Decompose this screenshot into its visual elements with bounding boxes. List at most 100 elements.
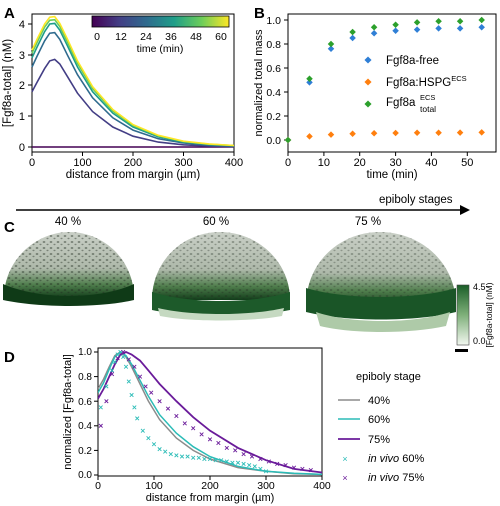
panel-b-ylabel: normalized total mass xyxy=(253,29,265,136)
d-point-iv60 xyxy=(112,359,117,364)
colorbar-gradient xyxy=(91,15,230,28)
d-point-iv60 xyxy=(109,368,115,373)
d-point-iv75 xyxy=(216,440,221,446)
d-point-iv60 xyxy=(185,454,190,459)
legend-d-label-60: 60% xyxy=(368,414,390,426)
legend-d-marker-iv75: × xyxy=(342,473,347,483)
b-point-total xyxy=(392,21,399,29)
d-ytick-label: 0.0 xyxy=(78,470,92,481)
b-point-total xyxy=(478,16,485,24)
embryo-60-image xyxy=(152,232,290,321)
d-point-iv75 xyxy=(182,421,187,426)
d-point-iv75 xyxy=(258,456,263,462)
b-xtick-label: 40 xyxy=(425,157,437,169)
d-point-iv60 xyxy=(174,453,179,458)
d-point-iv75 xyxy=(207,437,213,442)
d-point-iv60 xyxy=(126,379,131,384)
d-point-iv75 xyxy=(126,357,131,362)
d-point-iv75 xyxy=(308,467,313,473)
b-point-free xyxy=(413,26,421,33)
b-point-free xyxy=(306,79,313,86)
b-point-total xyxy=(413,19,421,26)
d-point-iv60 xyxy=(121,354,126,360)
legend-d-iv60-em: in vivo xyxy=(368,453,399,465)
legend-marker-hspg xyxy=(364,78,372,86)
a-series-line-t12 xyxy=(31,58,234,148)
legend-label-free: Fgf8a-free xyxy=(386,55,439,67)
d-point-iv60 xyxy=(98,405,103,410)
colorbar-c-label: [Fgf8a-total] (nM) xyxy=(484,282,494,347)
d-point-iv60 xyxy=(219,458,224,463)
d-point-iv75 xyxy=(132,364,137,369)
d-point-iv60 xyxy=(151,442,157,447)
a-ytick-label: 2 xyxy=(19,80,25,92)
d-point-iv75 xyxy=(157,399,162,404)
legend-d-label-iv75: in vivo 75% xyxy=(368,472,424,484)
panel-a-ylabel: [Fgf8a-total] (nM) xyxy=(2,39,14,127)
b-point-free xyxy=(327,45,335,53)
d-point-iv60 xyxy=(196,455,201,460)
d-point-iv75 xyxy=(115,356,120,361)
d-point-iv75 xyxy=(275,461,280,467)
b-point-hspg xyxy=(392,129,399,137)
legend-d-iv60-rest: 60% xyxy=(399,453,424,465)
a-xtick-label: 0 xyxy=(29,157,35,169)
b-point-hspg xyxy=(435,129,442,136)
b-ytick-label: 0.6 xyxy=(266,63,281,75)
b-xtick-label: 30 xyxy=(389,157,401,169)
a-ytick-label: 4 xyxy=(19,19,25,31)
panel-d-y-ticks: 0.0 0.2 0.4 0.6 0.8 1.0 xyxy=(78,347,98,481)
panel-d-x-ticks: 0 100 200 300 400 xyxy=(95,476,331,492)
stage-label-40: 40 % xyxy=(55,216,81,228)
a-series-line-t24 xyxy=(31,31,234,147)
panel-b-x-ticks: 0 10 20 30 40 50 xyxy=(285,152,473,169)
legend-label-total-sup: ECS xyxy=(420,93,435,102)
d-point-iv75 xyxy=(224,445,229,451)
b-ytick-label: 0.8 xyxy=(266,39,281,51)
d-point-iv75 xyxy=(143,384,148,389)
d-xtick-label: 400 xyxy=(313,480,331,492)
legend-d-iv75-em: in vivo xyxy=(368,472,399,484)
b-ytick-label: 0.0 xyxy=(266,135,281,147)
panel-d-xlabel: distance from margin (µm) xyxy=(146,492,275,504)
d-ytick-label: 1.0 xyxy=(78,347,92,358)
panel-b-y-ticks: 0.0 0.2 0.4 0.6 0.8 1.0 xyxy=(266,15,288,147)
b-point-hspg xyxy=(478,129,485,136)
colorbar-c-gradient xyxy=(456,284,470,346)
d-xtick-label: 300 xyxy=(257,480,275,492)
d-point-iv75 xyxy=(291,465,297,470)
d-ytick-label: 0.2 xyxy=(78,446,92,457)
a-series-line-t36 xyxy=(31,22,234,147)
a-series-line-t60 xyxy=(31,15,234,147)
panel-b-series xyxy=(284,16,485,144)
d-point-iv60 xyxy=(179,454,185,459)
legend-marker-total xyxy=(364,100,372,108)
d-xtick-label: 0 xyxy=(95,480,101,492)
panel-a-colorbar: 0 12 24 36 48 60 time (min) xyxy=(91,15,230,55)
legend-d-label-75: 75% xyxy=(368,434,390,446)
scale-bar xyxy=(455,349,468,352)
b-point-total xyxy=(306,75,313,83)
a-ytick-label: 1 xyxy=(19,111,25,123)
legend-marker-free xyxy=(364,56,372,64)
legend-d-title: epiboly stage xyxy=(356,371,421,383)
d-point-iv60 xyxy=(252,464,257,469)
b-ytick-label: 0.4 xyxy=(266,87,281,99)
b-point-hspg xyxy=(306,133,313,140)
d-xtick-label: 100 xyxy=(145,480,163,492)
legend-label-total-sub: total xyxy=(420,104,436,114)
d-point-iv60 xyxy=(157,447,162,452)
b-point-hspg xyxy=(370,130,378,137)
panel-d-label: D xyxy=(4,349,15,366)
d-point-iv75 xyxy=(109,372,115,377)
b-point-total xyxy=(456,17,464,25)
colorbar-tick: 24 xyxy=(140,31,152,43)
legend-d-label-iv60: in vivo 60% xyxy=(368,453,424,465)
a-xtick-label: 400 xyxy=(225,157,243,169)
epiboly-arrow-label: epiboly stages xyxy=(379,194,453,206)
panel-a: A 0 1 2 3 4 0 100 200 300 400 distance f… xyxy=(2,5,243,181)
colorbar-tick: 48 xyxy=(190,31,202,43)
d-point-iv75 xyxy=(174,413,179,419)
b-point-total xyxy=(435,17,442,25)
